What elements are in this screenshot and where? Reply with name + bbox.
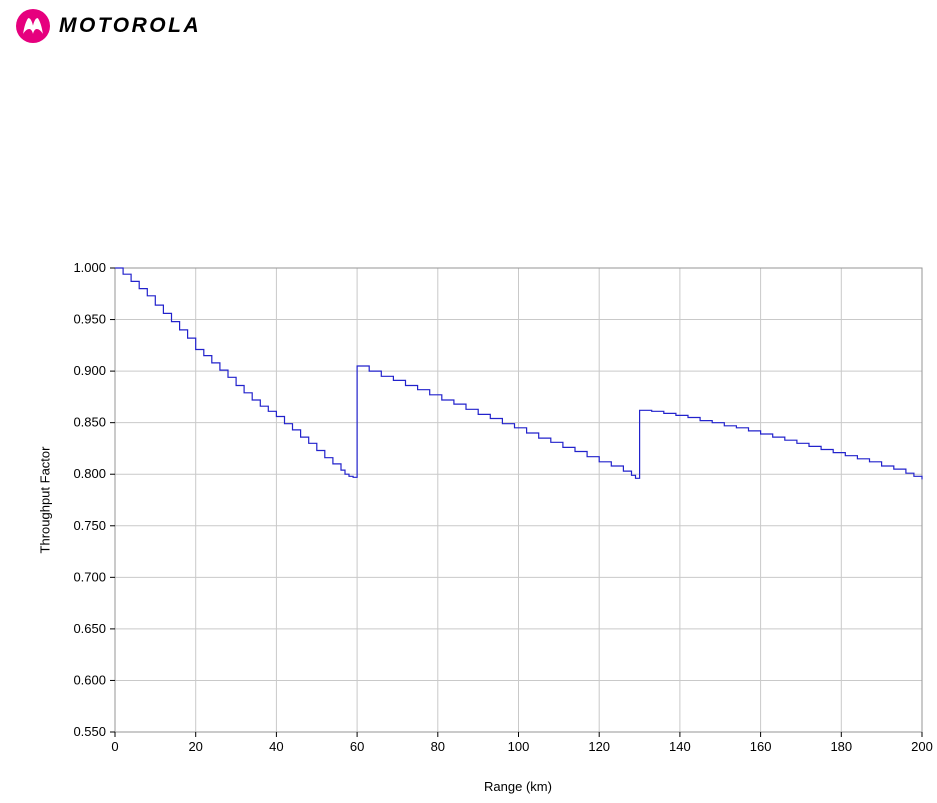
motorola-logo-icon — [16, 9, 50, 43]
x-tick-label: 80 — [431, 739, 445, 754]
x-tick-label: 180 — [830, 739, 852, 754]
y-tick-label: 1.000 — [73, 260, 106, 275]
brand: MOTOROLA — [16, 9, 201, 43]
y-tick-label: 0.750 — [73, 518, 106, 533]
y-tick-label: 0.600 — [73, 672, 106, 687]
x-tick-label: 160 — [750, 739, 772, 754]
y-tick-label: 0.900 — [73, 363, 106, 378]
y-tick-label: 0.950 — [73, 312, 106, 327]
logo-batwing — [23, 18, 43, 34]
x-tick-label: 100 — [508, 739, 530, 754]
throughput-line — [115, 267, 923, 480]
y-tick-label: 0.700 — [73, 569, 106, 584]
x-tick-label: 120 — [588, 739, 610, 754]
x-tick-label: 60 — [350, 739, 364, 754]
y-tick-label: 0.650 — [73, 621, 106, 636]
x-tick-label: 200 — [911, 739, 933, 754]
x-tick-label: 20 — [188, 739, 202, 754]
y-tick-label: 0.850 — [73, 415, 106, 430]
y-tick-label: 0.800 — [73, 466, 106, 481]
x-axis-title: Range (km) — [484, 779, 552, 794]
x-tick-label: 140 — [669, 739, 691, 754]
motorola-wordmark: MOTOROLA — [59, 14, 202, 37]
x-tick-label: 40 — [269, 739, 283, 754]
x-tick-label: 0 — [111, 739, 118, 754]
y-tick-label: 0.550 — [73, 724, 106, 739]
